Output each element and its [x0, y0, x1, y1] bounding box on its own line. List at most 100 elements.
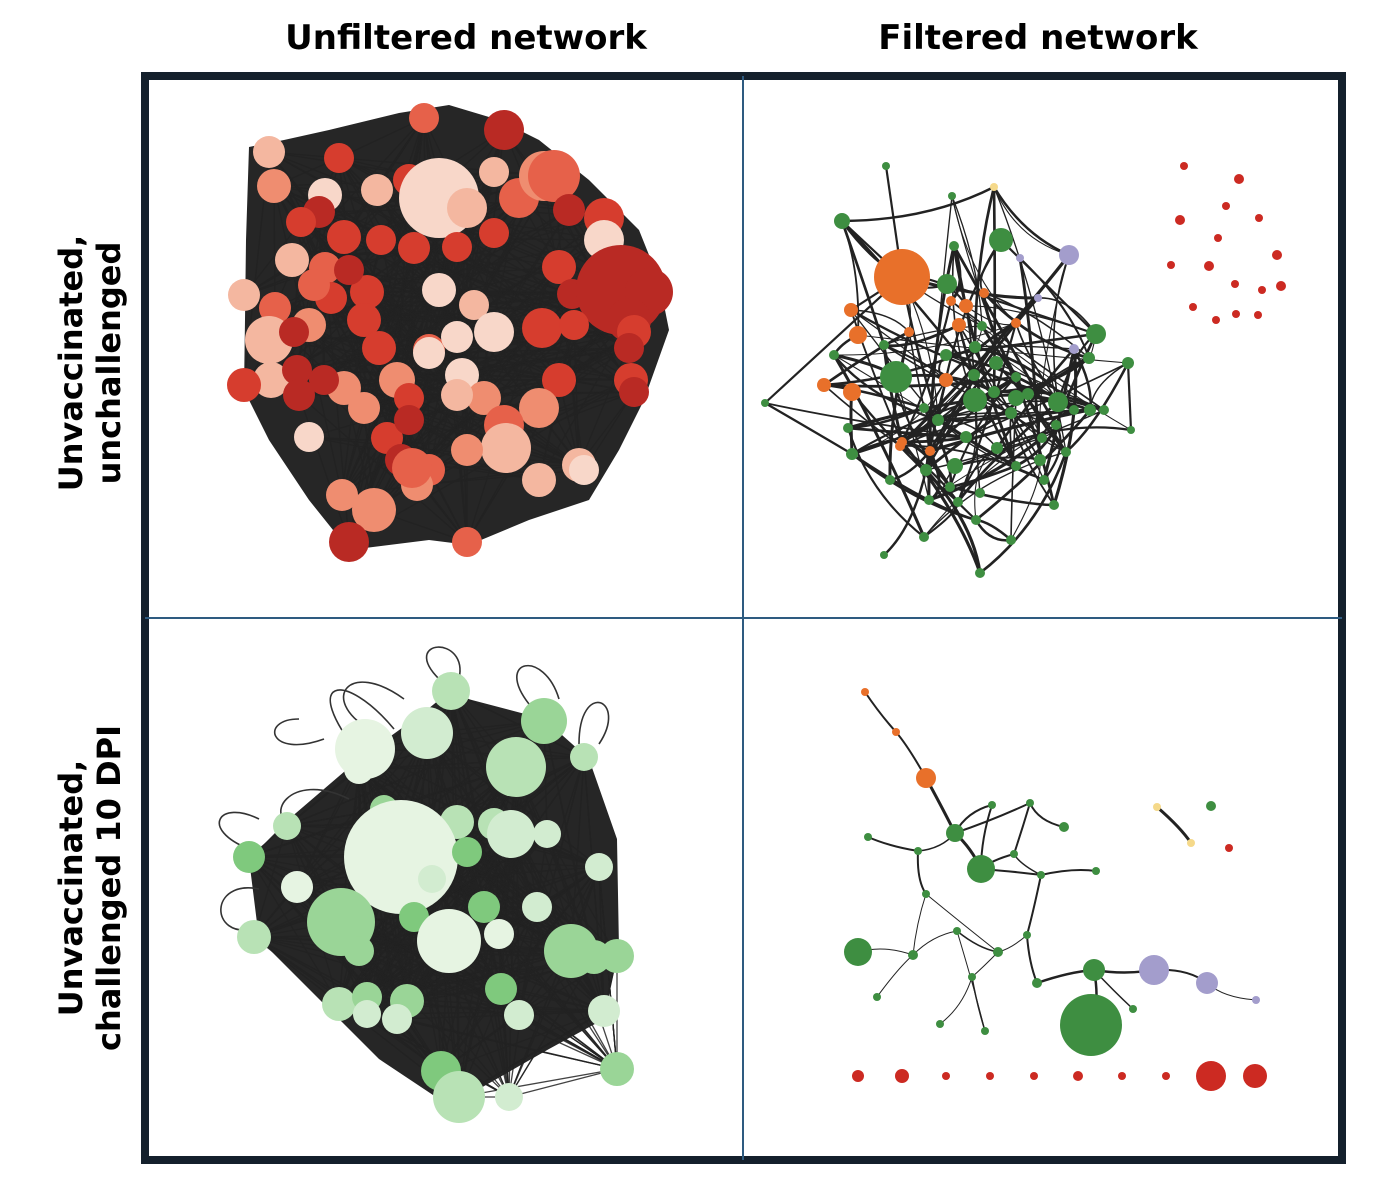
edge [764, 402, 853, 455]
edge [864, 691, 897, 733]
edge [1029, 802, 1065, 828]
self-loop-edge [218, 811, 260, 850]
edge [857, 334, 1129, 364]
edge [338, 117, 425, 159]
isolated-gene-node [1204, 261, 1214, 271]
gene-node [334, 255, 364, 285]
gene-node [1026, 799, 1034, 807]
edge [406, 950, 572, 1002]
edge [965, 362, 1129, 438]
gene-node [398, 232, 430, 264]
edge [338, 1003, 605, 1012]
gene-node [959, 299, 973, 313]
gene-node [347, 303, 381, 337]
isolated-gene-node [1162, 1072, 1170, 1080]
gene-node [971, 515, 981, 525]
gene-node [932, 414, 944, 426]
gene-node [952, 318, 966, 332]
gene-node [979, 288, 989, 298]
isolated-gene-node [1175, 215, 1185, 225]
gene-node [422, 273, 456, 307]
self-loop-edge [425, 646, 461, 680]
edge [952, 245, 1058, 426]
gene-node [975, 488, 985, 498]
isolated-gene-node [1232, 310, 1240, 318]
edge [840, 220, 886, 346]
isolated-gene-node [1214, 234, 1222, 242]
edge [428, 232, 495, 354]
isolated-gene-node [1276, 281, 1286, 291]
row-title-top-line2: unchallenged [90, 241, 128, 485]
gene-node [897, 437, 907, 447]
gene-node [761, 399, 769, 407]
edge [380, 239, 430, 471]
gene-node [1061, 447, 1071, 457]
gene-node [474, 312, 514, 352]
edge [900, 441, 982, 574]
isolated-gene-node [1196, 1061, 1226, 1091]
gene-node [989, 356, 1003, 370]
gene-node [392, 448, 432, 488]
edge [823, 330, 910, 387]
self-loop-edge [516, 664, 560, 705]
gene-node [1083, 352, 1095, 364]
edge [1126, 362, 1133, 431]
edge [851, 391, 959, 503]
isolated-gene-node [1180, 162, 1188, 170]
self-loop-edge [342, 681, 405, 730]
edge [466, 327, 543, 451]
gene-node [1051, 420, 1061, 430]
edge [510, 833, 605, 1012]
edge [298, 394, 468, 543]
gene-node [233, 841, 265, 873]
edge [973, 186, 996, 348]
edge [308, 394, 458, 438]
column-title-filtered: Filtered network [878, 18, 1198, 58]
isolated-gene-node [1189, 303, 1197, 311]
edge [867, 836, 919, 852]
gene-node [1069, 344, 1079, 354]
edge [364, 720, 545, 750]
gene-node [1023, 931, 1031, 939]
gene-node [451, 434, 483, 466]
gene-node [873, 993, 881, 1001]
edge [456, 821, 618, 1070]
edge [950, 300, 1132, 431]
edge [992, 186, 1070, 257]
gene-node [329, 522, 369, 562]
isolated-gene-node [1255, 214, 1263, 222]
edge [979, 451, 1068, 575]
column-title-unfiltered: Unfiltered network [285, 18, 647, 58]
gene-node [481, 423, 531, 473]
edge [440, 1010, 605, 1072]
gene-node [452, 837, 482, 867]
gene-node [283, 379, 315, 411]
gene-node [953, 497, 963, 507]
gene-node [1016, 254, 1024, 262]
edge [366, 117, 425, 293]
edge [298, 394, 350, 543]
gene-node [399, 902, 429, 932]
gene-node [459, 290, 489, 320]
edge [570, 756, 585, 952]
gene-node [433, 1071, 485, 1123]
gene-node [879, 340, 889, 350]
gene-node [350, 275, 384, 309]
gene-node [467, 381, 501, 415]
edge [899, 412, 1012, 447]
edge [883, 469, 928, 556]
gene-node [1039, 475, 1049, 485]
edge [849, 391, 854, 455]
gene-node [569, 455, 599, 485]
isolated-gene-node [1243, 1064, 1267, 1088]
isolated-gene-node [1231, 280, 1239, 288]
edge [1156, 805, 1193, 844]
edge [431, 866, 600, 880]
edge [997, 934, 1028, 953]
gene-node [1059, 822, 1069, 832]
edge [982, 292, 1090, 360]
edge [1015, 322, 1059, 403]
gene-node [361, 174, 393, 206]
gene-node [968, 973, 976, 981]
gene-node [362, 331, 396, 365]
